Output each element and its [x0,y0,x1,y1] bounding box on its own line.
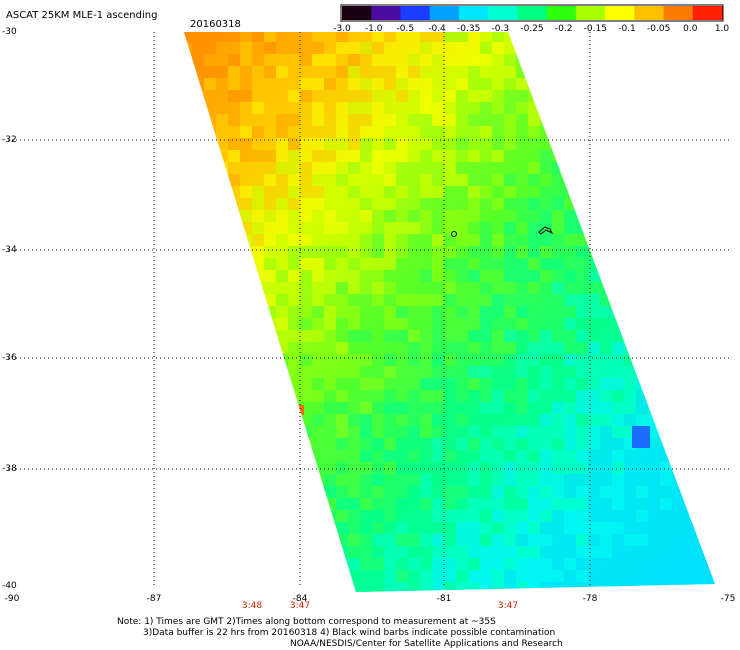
colorbar-segment [429,6,460,20]
longitude-label: -84 [292,594,308,604]
product-date: 20160318 [190,19,241,30]
longitude-label: -87 [146,594,162,604]
colorbar-segment [605,6,635,20]
latitude-label: -40 [2,581,17,591]
island-outline-icon [451,226,554,237]
colorbar-segment [342,6,372,20]
grid-lines [8,32,732,588]
colorbar-tick-label: -0.4 [428,24,446,34]
product-title: ASCAT 25KM MLE-1 ascending [6,10,158,21]
measurement-time-label: 3:48 [241,601,263,611]
latitude-label: -32 [2,135,17,145]
colorbar-segment [400,6,431,20]
colorbar-segment [517,6,548,20]
colorbar-segment [575,6,606,20]
colorbar-segment [488,6,518,20]
colorbar-tick-label: -0.5 [396,24,415,34]
colorbar-tick-label: -0.2 [554,24,573,34]
longitude-label: -90 [4,594,20,604]
colorbar [340,4,724,22]
colorbar-tick-label: -0.05 [647,24,671,34]
note-line-2: 3)Data buffer is 22 hrs from 20160318 4)… [143,628,556,638]
colorbar-tick-label: -0.35 [457,24,481,34]
data-swath [184,32,715,592]
latitude-label: -30 [2,27,17,37]
latitude-label: -36 [2,353,17,363]
colorbar-tick-label: -0.15 [583,24,607,34]
colorbar-segment [546,6,577,20]
colorbar-segment [458,6,489,20]
colorbar-segment [371,6,401,20]
note-line-1: Note: 1) Times are GMT 2)Times along bot… [117,617,496,627]
longitude-label: -75 [720,594,736,604]
latitude-label: -34 [2,245,17,255]
colorbar-segment [663,6,694,20]
colorbar-tick-label: -0.3 [491,24,510,34]
measurement-time-label: 3:47 [497,601,519,611]
latitude-label: -38 [2,464,17,474]
note-line-3: NOAA/NESDIS/Center for Satellite Applica… [290,639,563,649]
colorbar-tick-label: -0.1 [618,24,636,34]
colorbar-tick-label: -3.0 [333,24,351,34]
colorbar-segment [692,6,723,20]
colorbar-segment [634,6,665,20]
measurement-time-label: 3:47 [289,601,311,611]
colorbar-tick-label: -1.0 [364,24,383,34]
longitude-label: -78 [582,594,598,604]
colorbar-tick-label: 0.0 [683,24,698,34]
longitude-label: -81 [436,594,452,604]
colorbar-tick-label: -0.25 [520,24,544,34]
colorbar-tick-label: 1.0 [714,24,730,34]
